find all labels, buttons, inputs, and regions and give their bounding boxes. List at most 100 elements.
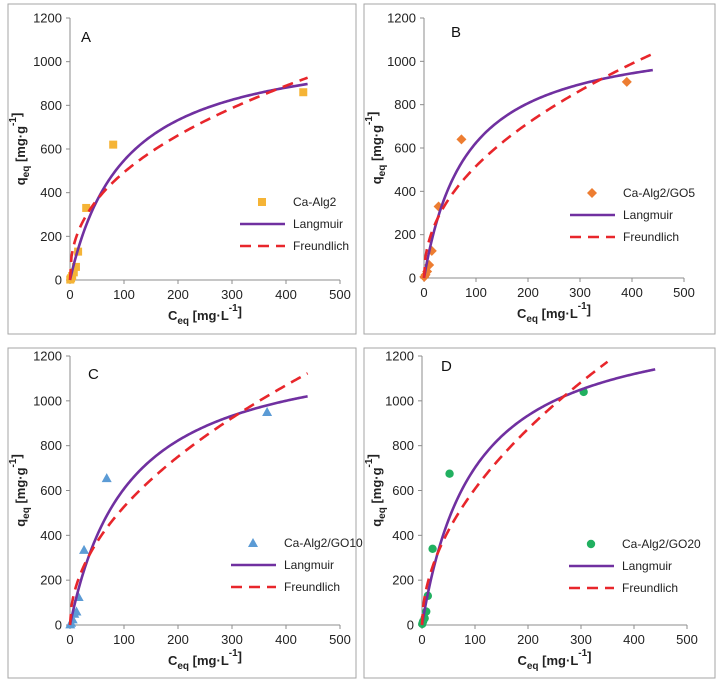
panel-letter: A — [81, 29, 91, 46]
x-tick-label: 500 — [329, 287, 351, 302]
panel-letter: C — [88, 366, 99, 383]
y-tick-label: 600 — [392, 483, 414, 498]
data-point — [621, 76, 632, 87]
x-tick-label: 400 — [623, 632, 645, 647]
x-tick-label: 500 — [673, 285, 695, 300]
x-tick-label: 100 — [113, 287, 135, 302]
x-tick-label: 0 — [420, 285, 427, 300]
panel-a: 0 100 200 300 400 500 0 200 400 600 800 1000 1200 Ceq… — [7, 3, 357, 335]
legend: Ca-Alg2/GO20 Langmuir Freundlich — [569, 537, 701, 595]
y-tick-label: 1200 — [385, 349, 414, 364]
y-tick-label: 200 — [394, 227, 416, 242]
legend-label: Freundlich — [622, 581, 678, 595]
y-tick-label: 0 — [55, 273, 62, 288]
data-point — [262, 407, 273, 417]
freundlich-fit-line — [68, 372, 309, 626]
x-tick-label: 500 — [329, 632, 351, 647]
y-tick-label: 400 — [394, 184, 416, 199]
data-point — [82, 203, 91, 212]
data-point — [71, 262, 80, 271]
langmuir-fit-line — [68, 82, 308, 281]
y-tick-label: 1200 — [33, 11, 62, 26]
panels: 0 100 200 300 400 500020040060080010001200Ceq… — [7, 3, 716, 679]
y-tick-label: 800 — [40, 98, 62, 113]
legend-label: Freundlich — [623, 230, 679, 244]
data-point — [79, 544, 90, 554]
y-tick-label: 600 — [394, 141, 416, 156]
data-point — [299, 88, 308, 97]
x-axis-label: Ceq [mg·L-1] — [517, 648, 591, 672]
y-tick-label: 400 — [40, 185, 62, 200]
panel-c: 0 100 200 300 400 500 0 200 400 600 800 1000 1200 Ceq… — [7, 347, 363, 679]
legend-label: Freundlich — [284, 580, 340, 594]
legend-label: Langmuir — [623, 208, 673, 222]
y-tick-label: 200 — [40, 573, 62, 588]
y-tick-label: 1200 — [33, 349, 62, 364]
x-axis-label: Ceq [mg·L-1] — [168, 648, 242, 672]
legend-label: Ca-Alg2/GO10 — [284, 536, 363, 550]
y-axis-label: qeq [mg·g-1] — [364, 454, 388, 527]
freundlich-fit-line — [420, 360, 609, 626]
x-tick-label: 400 — [275, 632, 297, 647]
panel-b: 0 100 200 300 400 500 0 200 400 600 800 1000 1200 Ceq… — [363, 3, 716, 335]
y-tick-label: 400 — [392, 528, 414, 543]
legend: Ca-Alg2 Langmuir Freundlich — [240, 195, 349, 253]
y-axis-label: qeq [mg·g-1] — [364, 112, 388, 185]
series-points — [66, 88, 308, 284]
panel-frame — [363, 3, 716, 335]
x-tick-label: 200 — [167, 632, 189, 647]
x-tick-label: 0 — [66, 632, 73, 647]
series-points — [418, 387, 588, 629]
y-tick-label: 800 — [392, 438, 414, 453]
legend-label: Langmuir — [622, 559, 672, 573]
x-axis-label: Ceq [mg·L-1] — [517, 301, 591, 325]
legend-label: Langmuir — [284, 558, 334, 572]
y-tick-label: 800 — [394, 97, 416, 112]
langmuir-fit-line — [420, 368, 656, 626]
panel-frame — [7, 3, 357, 335]
x-tick-label: 300 — [221, 287, 243, 302]
x-tick-label: 300 — [221, 632, 243, 647]
legend-label: Ca-Alg2 — [293, 195, 337, 209]
x-tick-label: 100 — [464, 632, 486, 647]
y-tick-label: 0 — [407, 618, 414, 633]
freundlich-fit-line — [422, 52, 654, 279]
y-tick-label: 1200 — [387, 11, 416, 26]
panel-d: 0 100 200 300 400 500 0 200 400 600 800 1000 1200 Ceq… — [363, 347, 716, 679]
y-tick-label: 800 — [40, 438, 62, 453]
data-point — [445, 469, 454, 478]
langmuir-fit-line — [68, 395, 308, 626]
panel-frame — [7, 347, 357, 679]
x-tick-label: 200 — [517, 632, 539, 647]
x-axis-label: Ceq [mg·L-1] — [168, 303, 242, 327]
x-tick-label: 100 — [465, 285, 487, 300]
panel-letter: D — [441, 358, 452, 375]
legend-label: Langmuir — [293, 217, 343, 231]
x-tick-label: 200 — [517, 285, 539, 300]
x-tick-label: 400 — [621, 285, 643, 300]
panel-frame — [363, 347, 716, 679]
data-point — [428, 544, 437, 553]
series-points — [65, 407, 273, 629]
x-tick-label: 0 — [418, 632, 425, 647]
legend-marker — [258, 198, 266, 206]
legend-label: Ca-Alg2/GO20 — [622, 537, 701, 551]
y-axis-label: qeq [mg·g-1] — [8, 454, 32, 527]
y-tick-label: 0 — [55, 618, 62, 633]
x-tick-label: 400 — [275, 287, 297, 302]
legend-label: Ca-Alg2/GO5 — [623, 186, 695, 200]
legend-marker — [248, 538, 258, 547]
legend: Ca-Alg2/GO10 Langmuir Freundlich — [231, 536, 363, 594]
x-tick-label: 300 — [570, 632, 592, 647]
y-tick-label: 1000 — [33, 54, 62, 69]
y-tick-label: 200 — [40, 229, 62, 244]
x-tick-label: 200 — [167, 287, 189, 302]
langmuir-fit-line — [422, 68, 653, 279]
data-point — [101, 473, 112, 483]
x-tick-label: 100 — [113, 632, 135, 647]
legend-label: Freundlich — [293, 239, 349, 253]
x-tick-label: 500 — [676, 632, 698, 647]
y-tick-label: 600 — [40, 142, 62, 157]
y-tick-label: 200 — [392, 573, 414, 588]
